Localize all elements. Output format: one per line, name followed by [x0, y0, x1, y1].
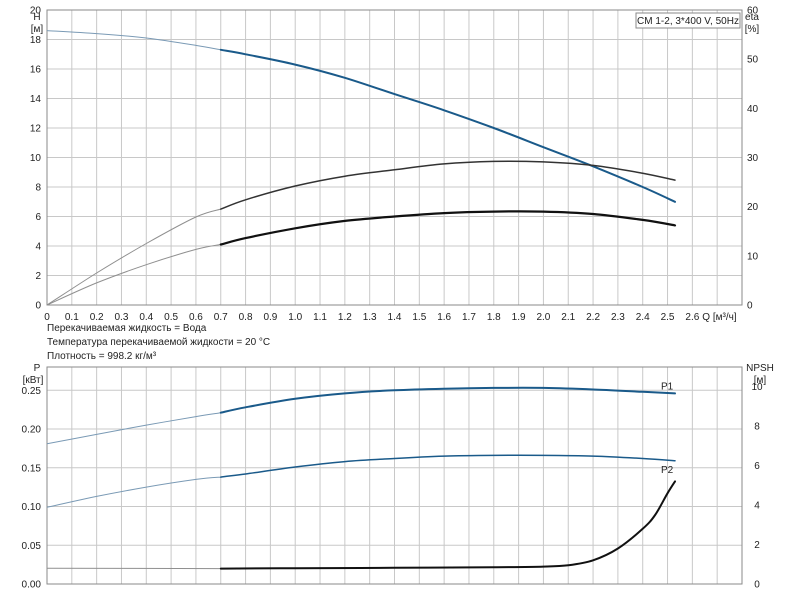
efficiency-curve-2-extended	[47, 245, 221, 306]
x-tick-label: 2.0	[536, 312, 550, 323]
x-tick-label: 0.4	[139, 312, 153, 323]
p2-curve-extended	[47, 477, 221, 507]
x-tick-label: 2.5	[661, 312, 675, 323]
bottom-y-tick-label: 0.25	[22, 386, 42, 397]
bottom-y-axis-label: P	[34, 363, 41, 374]
top-y-tick-label: 2	[35, 271, 41, 282]
x-tick-label: 1.9	[512, 312, 526, 323]
top-y2-tick-label: 40	[747, 104, 759, 115]
x-tick-label: 1.6	[437, 312, 451, 323]
x-tick-label: 0.6	[189, 312, 203, 323]
bottom-y-tick-label: 0.20	[22, 425, 42, 436]
info-density: Плотность = 998.2 кг/м³	[47, 351, 156, 362]
chart-title: CM 1-2, 3*400 V, 50Hz	[637, 16, 739, 27]
x-tick-label: 1.7	[462, 312, 476, 323]
x-tick-label: 0.7	[214, 312, 228, 323]
x-tick-label: 2.4	[636, 312, 650, 323]
top-y-tick-label: 6	[35, 212, 41, 223]
x-tick-label: 0	[44, 312, 50, 323]
bottom-y2-tick-label: 4	[754, 501, 760, 512]
top-y2-tick-label: 50	[747, 55, 759, 66]
efficiency-curve-extended	[47, 209, 221, 305]
bottom-y-axis-unit: [кВт]	[23, 375, 44, 386]
top-y-axis-label: H	[33, 12, 40, 23]
top-y-tick-label: 12	[30, 124, 42, 135]
x-tick-label: 1.4	[388, 312, 402, 323]
x-tick-label: 0.8	[239, 312, 253, 323]
x-tick-label: 0.9	[263, 312, 277, 323]
top-y-tick-label: 10	[30, 153, 42, 164]
bottom-y-tick-label: 0.05	[22, 541, 42, 552]
x-tick-label: 1.5	[412, 312, 426, 323]
x-tick-label: 0.1	[65, 312, 79, 323]
info-fluid: Перекачиваемая жидкость = Вода	[47, 323, 206, 334]
bottom-y2-tick-label: 0	[754, 580, 760, 591]
x-tick-label: 2.2	[586, 312, 600, 323]
top-y-tick-label: 4	[35, 242, 41, 253]
top-y2-tick-label: 30	[747, 153, 759, 164]
x-axis-label: Q [м³/ч]	[702, 312, 737, 323]
top-y2-tick-label: 20	[747, 202, 759, 213]
bottom-y2-axis-label: NPSH	[746, 363, 774, 374]
efficiency-curve	[221, 161, 675, 209]
x-tick-label: 0.3	[115, 312, 129, 323]
p1-curve-extended	[47, 413, 221, 444]
bottom-y-tick-label: 0.00	[22, 580, 42, 591]
bottom-y-tick-label: 0.10	[22, 502, 42, 513]
x-tick-label: 0.2	[90, 312, 104, 323]
top-y-tick-label: 18	[30, 35, 42, 46]
top-y2-axis-unit: [%]	[745, 24, 760, 35]
x-tick-label: 1.3	[363, 312, 377, 323]
top-y-tick-label: 14	[30, 94, 42, 105]
head-curve-extended	[47, 31, 221, 50]
info-temperature: Температура перекачиваемой жидкости = 20…	[47, 337, 270, 348]
top-y-axis-unit: [м]	[31, 24, 44, 35]
x-tick-label: 1.2	[338, 312, 352, 323]
x-tick-label: 1.1	[313, 312, 327, 323]
npsh-curve	[221, 481, 675, 568]
x-tick-label: 2.6	[685, 312, 699, 323]
top-y-tick-label: 8	[35, 183, 41, 194]
bottom-y2-tick-label: 2	[754, 540, 760, 551]
bottom-y-tick-label: 0.15	[22, 463, 42, 474]
x-tick-label: 1.0	[288, 312, 302, 323]
top-y2-axis-label: eta	[745, 12, 759, 23]
p2-series-label: P2	[661, 465, 674, 476]
x-tick-label: 1.8	[487, 312, 501, 323]
x-tick-label: 0.5	[164, 312, 178, 323]
top-y-tick-label: 0	[35, 301, 41, 312]
bottom-y2-tick-label: 6	[754, 461, 760, 472]
p1-curve	[221, 388, 675, 413]
head-curve	[221, 50, 675, 202]
top-y-tick-label: 16	[30, 65, 42, 76]
bottom-y2-tick-label: 8	[754, 422, 760, 433]
p1-series-label: P1	[661, 381, 674, 392]
x-tick-label: 2.3	[611, 312, 625, 323]
top-y2-tick-label: 10	[747, 251, 759, 262]
bottom-y2-axis-unit: [м]	[754, 375, 767, 386]
top-y2-tick-label: 0	[747, 301, 753, 312]
p2-curve	[221, 455, 675, 477]
x-tick-label: 2.1	[561, 312, 575, 323]
